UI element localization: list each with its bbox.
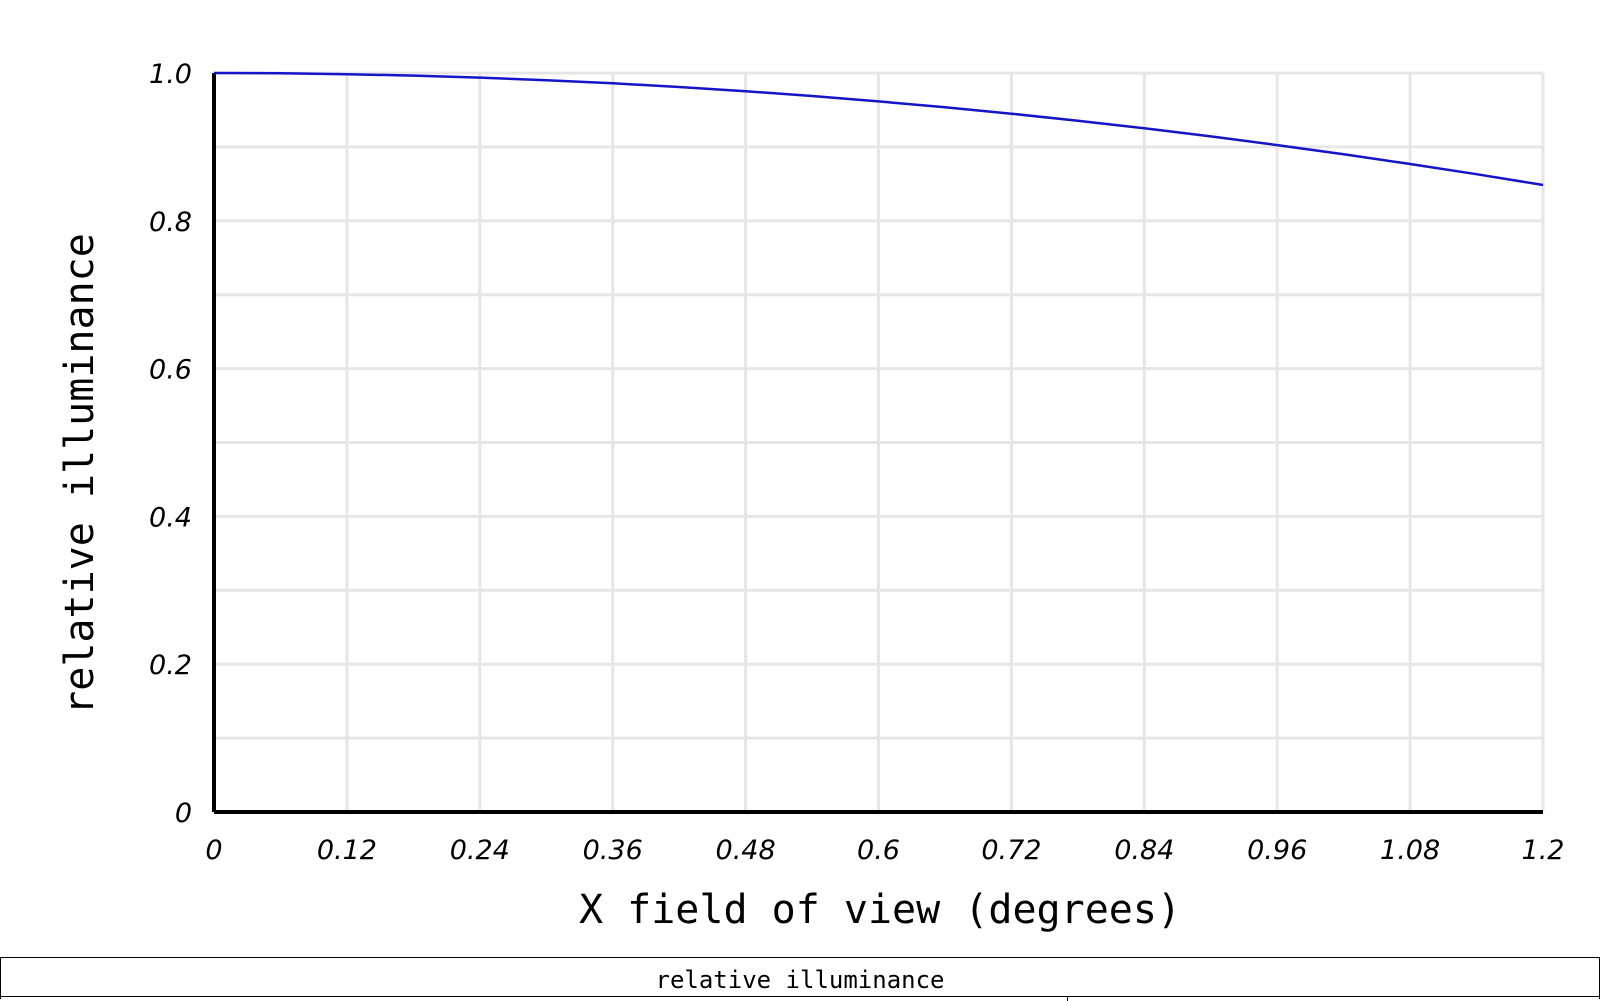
x-tick-label: 1.08 [1380, 835, 1440, 866]
grid [212, 71, 1545, 814]
x-tick-label: 0.72 [981, 835, 1041, 866]
x-tick-label: 0.12 [317, 835, 377, 866]
x-tick-label: 0.96 [1247, 835, 1307, 866]
x-tick-label: 0.36 [583, 835, 643, 866]
x-axis-title: X field of view (degrees) [579, 887, 1181, 933]
x-tick-label: 1.2 [1522, 835, 1565, 866]
series-group [213, 71, 1544, 187]
x-tick-label: 0.6 [857, 835, 900, 866]
y-tick-label: 0 [175, 798, 192, 829]
y-tick-labels: 0 0.2 0.4 0.6 0.8 1.0 [149, 59, 192, 829]
axes [212, 73, 1543, 814]
y-tick-label: 0.8 [149, 207, 192, 238]
chart: 0 0.12 0.24 0.36 0.48 0.6 0.72 0.84 0.96 1.08 1.2 … [57, 59, 1564, 933]
y-tick-label: 0.6 [149, 355, 192, 386]
x-tick-label: 0.48 [716, 835, 776, 866]
y-axis-title: relative illuminance [57, 233, 103, 715]
x-tick-label: 0.24 [450, 835, 510, 866]
data-table: relative illuminance [0, 957, 1600, 1001]
x-tick-label: 0.84 [1114, 835, 1174, 866]
y-tick-label: 0.4 [149, 502, 192, 533]
series-line [213, 71, 1544, 187]
table-title: relative illuminance [655, 966, 945, 994]
table-header-row [1, 996, 1599, 1001]
table-column-divider [1067, 997, 1068, 1001]
y-tick-label: 0.2 [149, 650, 192, 681]
x-tick-label: 0 [205, 835, 222, 866]
x-tick-labels: 0 0.12 0.24 0.36 0.48 0.6 0.72 0.84 0.96 1.08 1.2 [205, 835, 1564, 866]
y-tick-label: 1.0 [149, 59, 192, 90]
